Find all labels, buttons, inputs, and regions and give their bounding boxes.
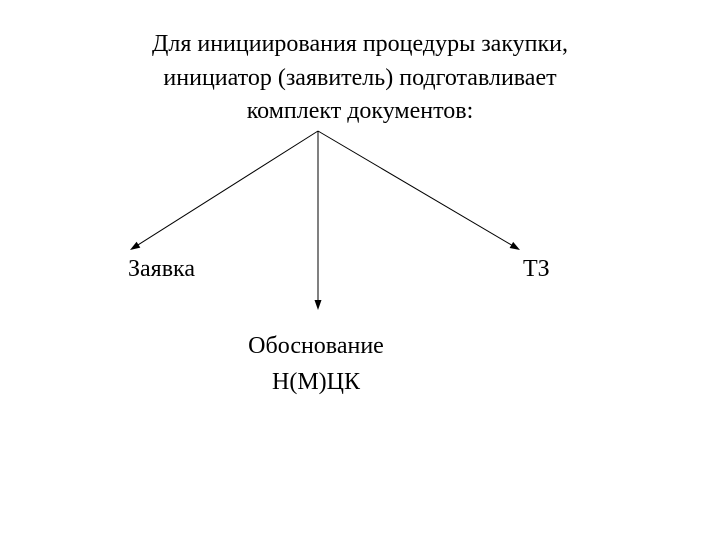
header-line-2: инициатор (заявитель) подготавливает (40, 62, 680, 96)
node-right: ТЗ (523, 256, 550, 283)
edge-0 (134, 131, 318, 247)
header-line-3: комплект документов: (40, 95, 680, 129)
arrowhead-2 (510, 242, 520, 250)
node-center: Обоснование Н(М)ЦК (216, 328, 416, 400)
arrowhead-0 (130, 242, 140, 250)
header-line-1: Для инициирования процедуры закупки, (40, 28, 680, 62)
diagram-header: Для инициирования процедуры закупки, ини… (40, 28, 680, 129)
arrowhead-1 (315, 300, 322, 310)
node-left: Заявка (128, 256, 195, 283)
edge-2 (318, 131, 516, 247)
